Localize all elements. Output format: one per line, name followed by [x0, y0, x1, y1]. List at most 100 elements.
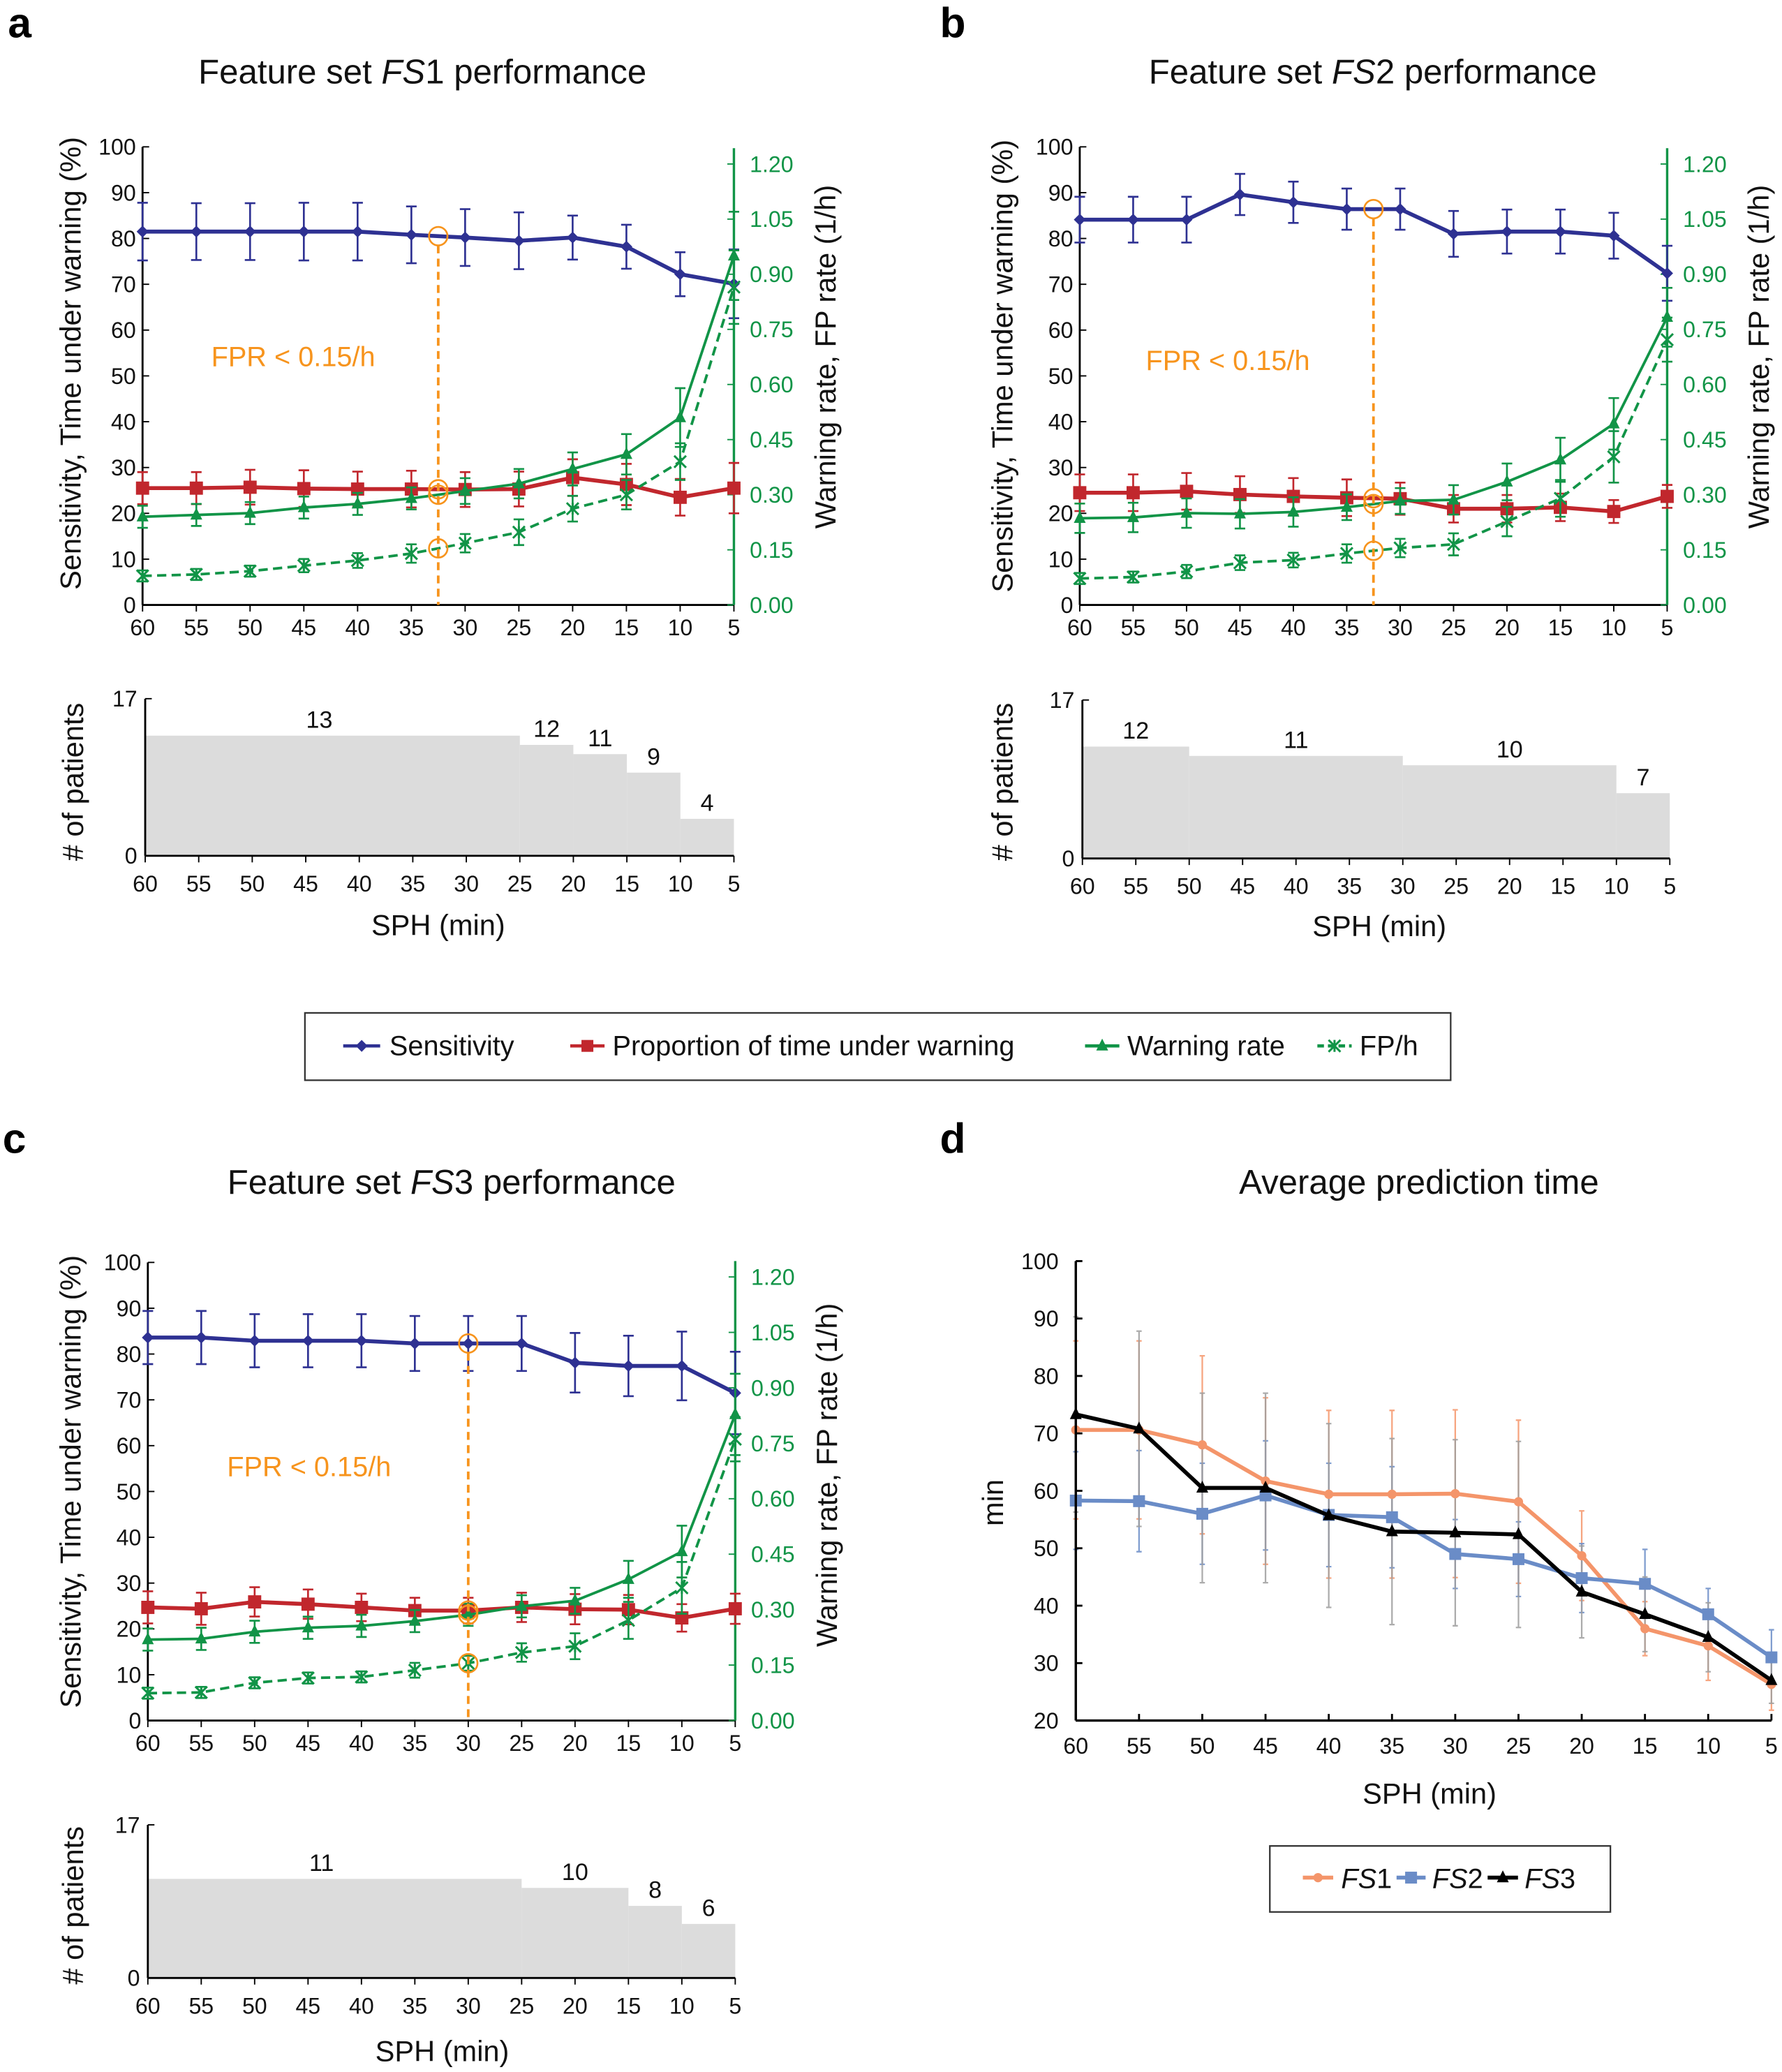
right-tick-label: 1.05	[750, 207, 794, 232]
patient-count-label: 9	[647, 743, 660, 770]
patients-x-tick-label: 25	[507, 871, 533, 896]
right-tick-label: 0.60	[751, 1486, 795, 1511]
data-point	[244, 505, 256, 518]
data-point	[1450, 1488, 1460, 1499]
data-point	[1607, 505, 1621, 519]
data-point	[1447, 492, 1460, 505]
patients-x-tick-label: 30	[1390, 874, 1416, 899]
x-tick-label: 10	[669, 1731, 695, 1756]
right-tick-label: 0.00	[751, 1708, 795, 1733]
data-point	[1340, 500, 1353, 512]
patients-x-tick-label: 15	[1550, 874, 1575, 899]
data-point	[1196, 1507, 1208, 1520]
threshold-marker	[458, 1604, 479, 1625]
data-point	[1501, 225, 1513, 238]
data-point	[512, 235, 525, 247]
x-tick-label: 15	[1548, 615, 1573, 640]
data-point	[405, 228, 417, 241]
data-point	[297, 482, 311, 496]
y-tick-label: 80	[1034, 1363, 1059, 1389]
right-tick-label: 1.05	[751, 1320, 795, 1345]
patient-count-label: 4	[701, 790, 714, 817]
right-tick-label: 0.75	[750, 317, 794, 342]
series-sensitivity	[1074, 172, 1673, 302]
left-axis-label-a: Sensitivity, Time under warning (%)	[54, 137, 87, 590]
patients-x-tick-label: 20	[563, 1993, 588, 2018]
patients-chart: 12 11 10 7 0 17 60 55 50 45 40 35 30 25 20 15 10 5	[1050, 688, 1677, 899]
data-point	[1073, 486, 1087, 500]
right-tick-label: 1.20	[1683, 151, 1727, 177]
patient-bar	[521, 1888, 629, 1978]
data-point	[1386, 1511, 1398, 1523]
legend-marker-1	[355, 1039, 368, 1052]
data-point	[1074, 214, 1086, 226]
series-warning-rate	[142, 1372, 741, 1652]
legend-label-time-under-warning: Proportion of time under warning	[612, 1030, 1014, 1061]
data-point	[355, 1618, 368, 1631]
patients-x-tick-label: 60	[1070, 874, 1095, 899]
patients-x-tick-label: 10	[669, 1993, 695, 2018]
data-point	[1640, 1624, 1650, 1634]
patient-bar	[627, 772, 681, 856]
data-point	[141, 1601, 155, 1614]
series-line	[1076, 1428, 1773, 1687]
threshold-marker	[1363, 199, 1384, 220]
data-point	[1233, 487, 1247, 501]
data-point	[1500, 515, 1514, 528]
right-tick-label: 0.30	[1683, 482, 1727, 508]
right-tick-label: 0.30	[751, 1597, 795, 1622]
legend: Sensitivity Proportion of time under war…	[304, 1012, 1452, 1081]
right-tick-label: 0.75	[1683, 317, 1727, 342]
chart-title-a: Feature set FS1 performance	[198, 53, 646, 91]
patient-count-label: 6	[702, 1895, 715, 1922]
patients-x-tick-label: 40	[1284, 874, 1309, 899]
data-point	[408, 1663, 422, 1678]
patients-x-tick-label: 20	[1497, 874, 1522, 899]
left-tick-label: 40	[117, 1525, 142, 1550]
patients-axis-label-a: # of patients	[57, 703, 89, 861]
legend-marker-4	[1328, 1039, 1342, 1053]
patients-x-tick-label: 5	[728, 871, 741, 896]
x-tick-label: 50	[1174, 615, 1199, 640]
series-fp-h	[135, 249, 741, 583]
x-tick-label: 25	[1506, 1733, 1531, 1759]
patients-x-tick-label: 55	[188, 1993, 214, 2018]
data-point	[676, 1360, 688, 1372]
x-tick-label: 15	[1633, 1733, 1658, 1759]
patients-axis-label-c: # of patients	[57, 1826, 89, 1985]
data-point	[1607, 230, 1620, 242]
data-point	[1324, 1489, 1334, 1500]
data-point	[351, 225, 364, 238]
x-tick-label: 20	[560, 615, 586, 640]
patients-x-tick-label: 40	[349, 1993, 374, 2018]
x-tick-label: 15	[614, 615, 639, 640]
data-point	[136, 509, 149, 521]
threshold-marker	[1363, 540, 1384, 561]
patient-count-label: 13	[306, 706, 333, 733]
panel-letter-c: c	[3, 1114, 27, 1162]
x-axis-label-d: SPH (min)	[1363, 1777, 1497, 1810]
data-point	[1607, 450, 1621, 464]
patient-count-label: 10	[1497, 737, 1523, 763]
x-tick-label: 30	[1443, 1733, 1468, 1759]
data-point	[194, 1685, 208, 1699]
left-tick-label: 20	[111, 501, 136, 526]
data-point	[194, 1601, 208, 1615]
data-point	[515, 1599, 528, 1611]
right-tick-label: 0.15	[750, 538, 794, 563]
data-point	[1339, 547, 1354, 561]
x-tick-label: 50	[242, 1731, 267, 1756]
left-tick-label: 40	[1048, 409, 1074, 434]
data-point	[675, 1581, 689, 1595]
x-tick-label: 40	[1316, 1733, 1342, 1759]
left-tick-label: 30	[117, 1571, 142, 1596]
right-tick-label: 0.75	[751, 1431, 795, 1456]
left-axis-label-b: Sensitivity, Time under warning (%)	[986, 140, 1018, 593]
chart-panel-b: 01020304050607080901000.000.150.300.450.…	[1036, 135, 1727, 899]
data-point	[1259, 1480, 1272, 1493]
y-tick-label: 30	[1034, 1651, 1059, 1676]
patients-x-tick-label: 45	[293, 871, 318, 896]
legend-marker-2	[581, 1039, 594, 1052]
patients-tick-label: 17	[1050, 688, 1075, 713]
data-point	[1073, 572, 1087, 586]
